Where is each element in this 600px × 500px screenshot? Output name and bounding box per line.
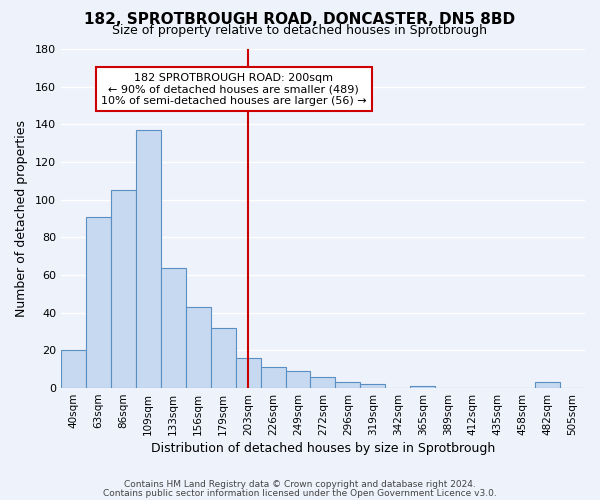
Bar xyxy=(286,371,310,388)
Bar xyxy=(86,216,111,388)
Bar xyxy=(111,190,136,388)
Bar xyxy=(535,382,560,388)
Y-axis label: Number of detached properties: Number of detached properties xyxy=(15,120,28,317)
Bar xyxy=(410,386,435,388)
Bar xyxy=(310,377,335,388)
Bar xyxy=(260,368,286,388)
Bar xyxy=(361,384,385,388)
Bar xyxy=(236,358,260,388)
Text: 182, SPROTBROUGH ROAD, DONCASTER, DN5 8BD: 182, SPROTBROUGH ROAD, DONCASTER, DN5 8B… xyxy=(85,12,515,28)
Bar xyxy=(211,328,236,388)
Text: Size of property relative to detached houses in Sprotbrough: Size of property relative to detached ho… xyxy=(113,24,487,37)
X-axis label: Distribution of detached houses by size in Sprotbrough: Distribution of detached houses by size … xyxy=(151,442,495,455)
Text: Contains HM Land Registry data © Crown copyright and database right 2024.: Contains HM Land Registry data © Crown c… xyxy=(124,480,476,489)
Bar xyxy=(186,307,211,388)
Bar xyxy=(335,382,361,388)
Text: 182 SPROTBROUGH ROAD: 200sqm
← 90% of detached houses are smaller (489)
10% of s: 182 SPROTBROUGH ROAD: 200sqm ← 90% of de… xyxy=(101,72,367,106)
Text: Contains public sector information licensed under the Open Government Licence v3: Contains public sector information licen… xyxy=(103,488,497,498)
Bar xyxy=(61,350,86,388)
Bar xyxy=(136,130,161,388)
Bar xyxy=(161,268,186,388)
